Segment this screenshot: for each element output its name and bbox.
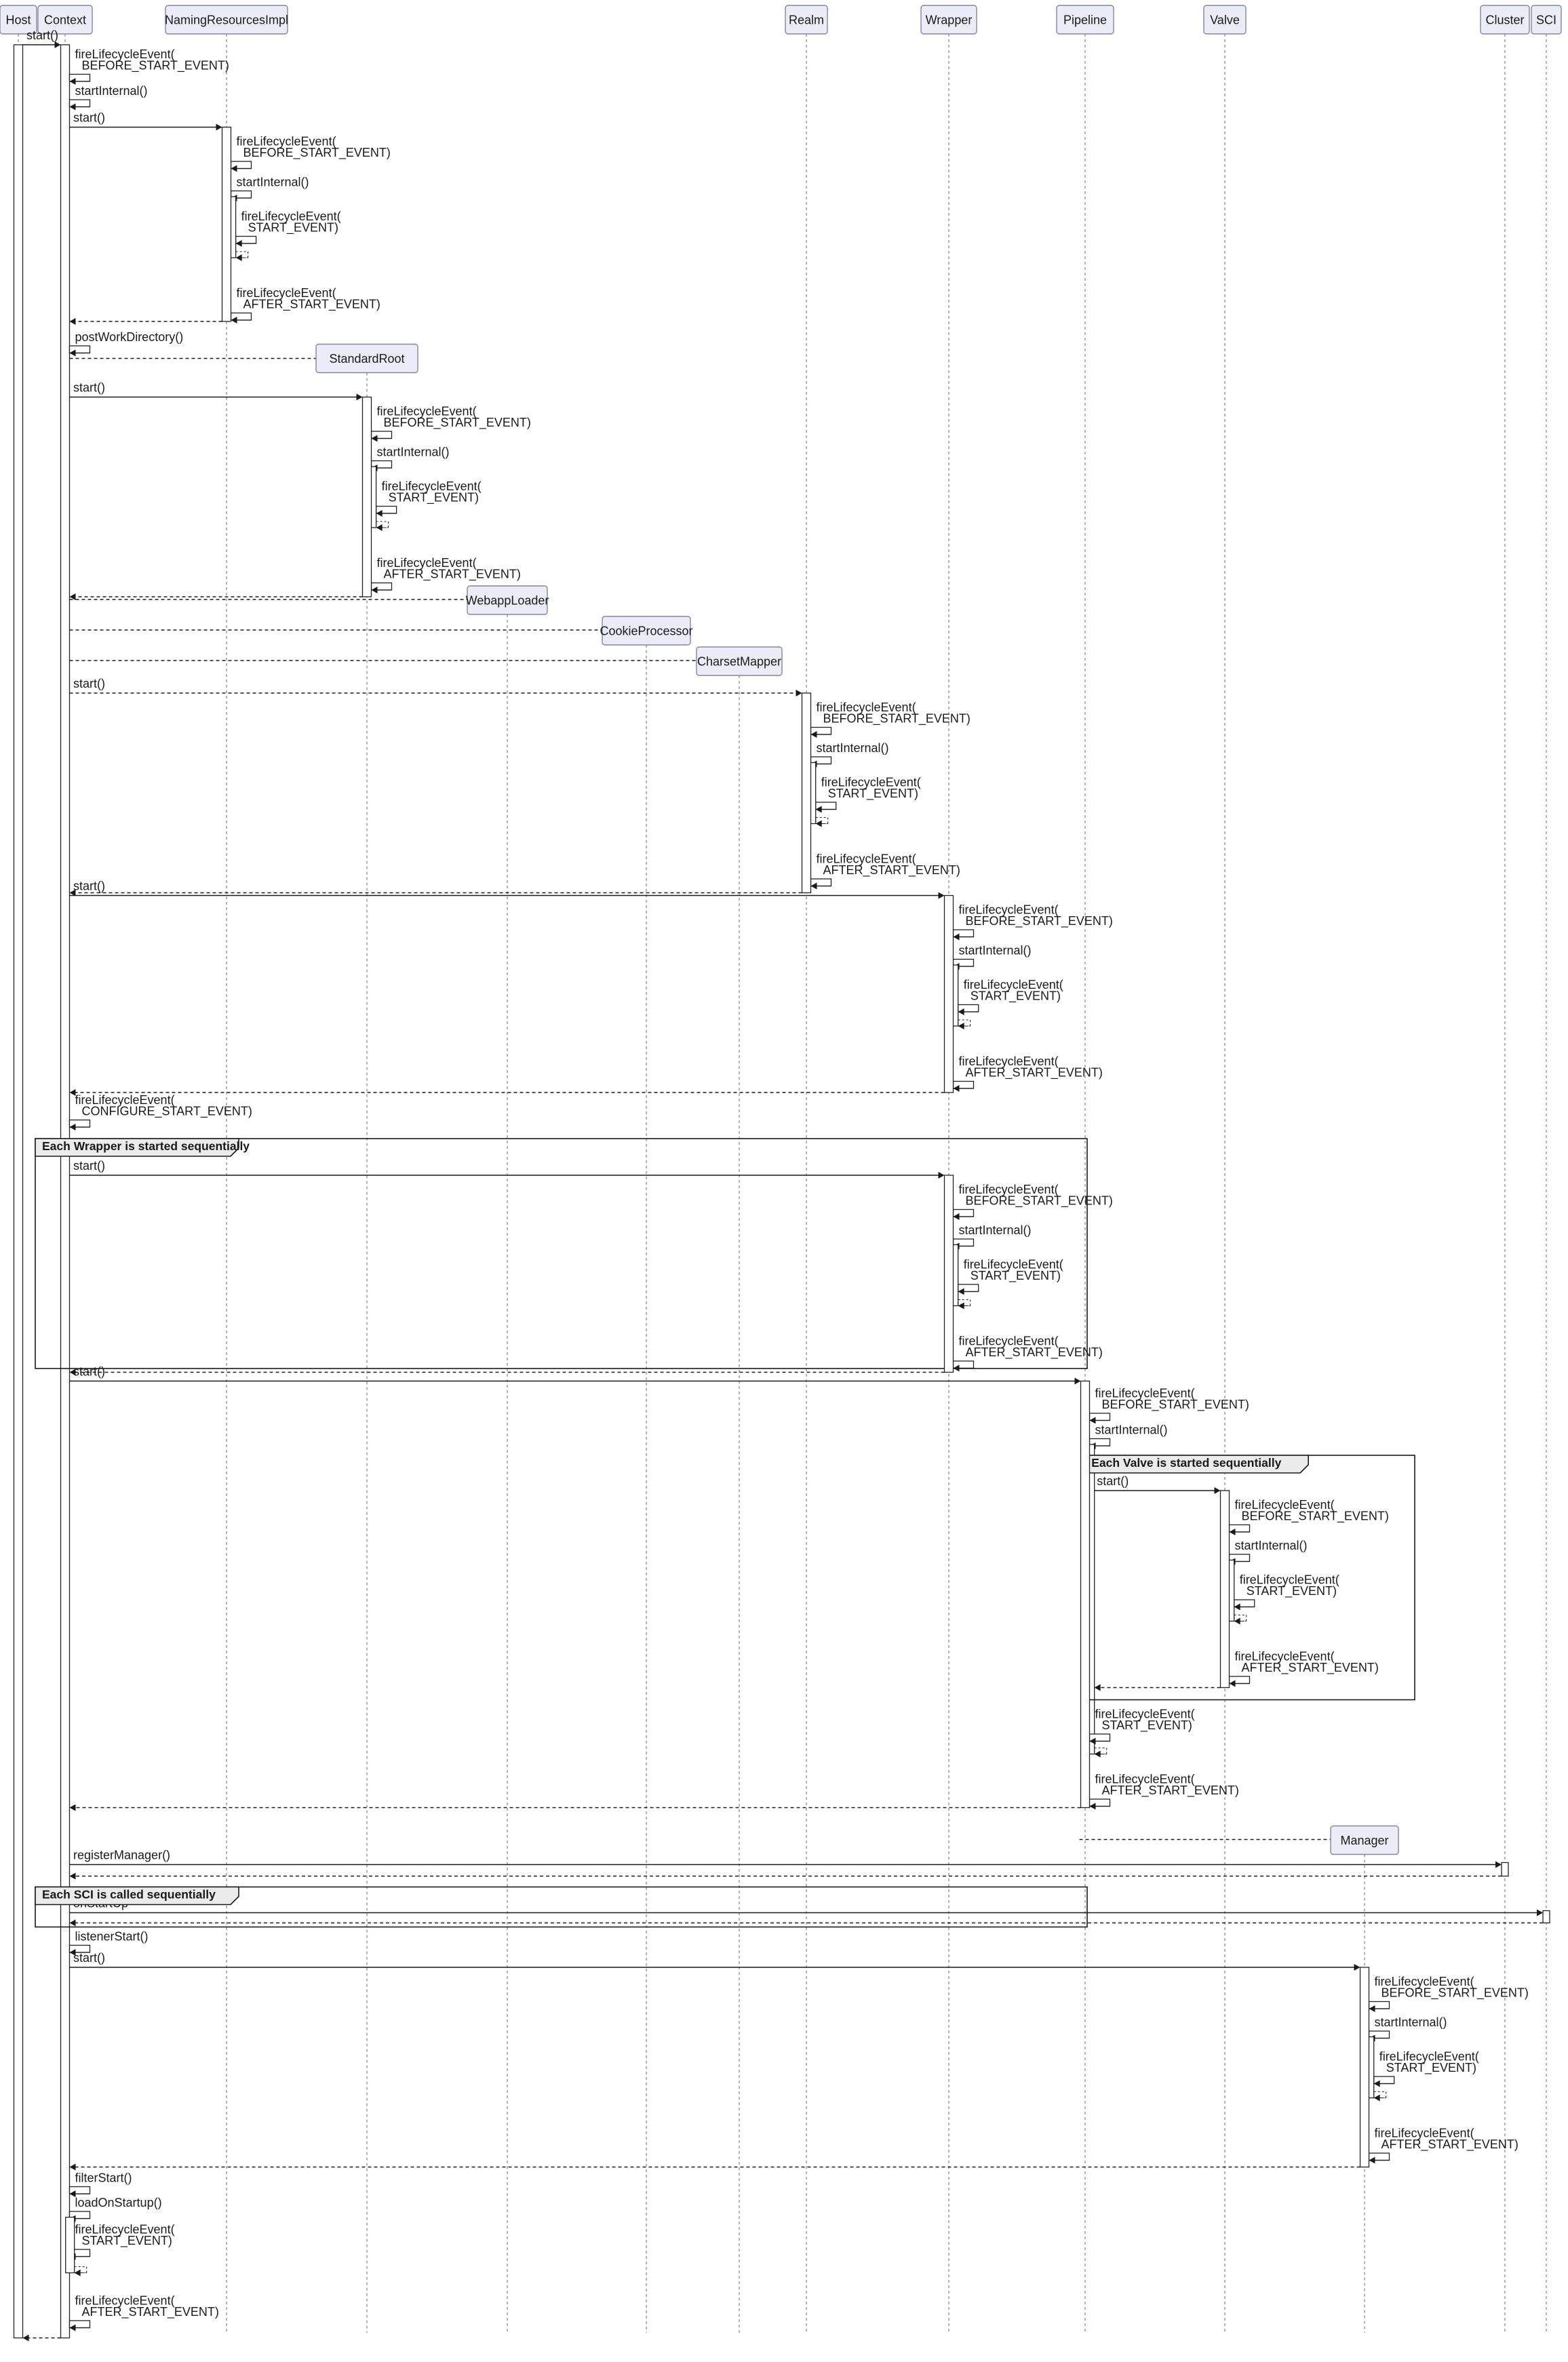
svg-text:Realm: Realm xyxy=(789,14,824,27)
svg-text:START_EVENT): START_EVENT) xyxy=(1102,1718,1192,1733)
svg-text:WebappLoader: WebappLoader xyxy=(466,594,549,608)
svg-text:startInternal(): startInternal() xyxy=(817,741,889,755)
svg-text:start(): start() xyxy=(73,1159,105,1173)
svg-text:SCI: SCI xyxy=(1536,14,1556,27)
svg-text:Context: Context xyxy=(44,14,86,27)
svg-text:start(): start() xyxy=(73,677,105,690)
svg-text:startInternal(): startInternal() xyxy=(959,1223,1032,1237)
svg-text:start(): start() xyxy=(73,1365,105,1379)
svg-text:start(): start() xyxy=(73,381,105,395)
svg-text:START_EVENT): START_EVENT) xyxy=(1247,1584,1337,1598)
svg-text:Pipeline: Pipeline xyxy=(1063,14,1107,27)
svg-text:BEFORE_START_EVENT): BEFORE_START_EVENT) xyxy=(823,712,971,726)
svg-text:Valve: Valve xyxy=(1210,14,1240,27)
svg-text:CookieProcessor: CookieProcessor xyxy=(600,625,692,638)
svg-text:Wrapper: Wrapper xyxy=(926,14,973,27)
svg-text:listenerStart(): listenerStart() xyxy=(75,1930,149,1944)
svg-text:START_EVENT): START_EVENT) xyxy=(389,491,479,505)
svg-text:start(): start() xyxy=(73,1951,105,1965)
svg-text:AFTER_START_EVENT): AFTER_START_EVENT) xyxy=(966,1066,1103,1080)
svg-text:BEFORE_START_EVENT): BEFORE_START_EVENT) xyxy=(384,416,531,430)
svg-text:START_EVENT): START_EVENT) xyxy=(828,787,918,801)
svg-text:start(): start() xyxy=(73,111,105,125)
svg-text:CharsetMapper: CharsetMapper xyxy=(697,655,781,669)
svg-text:BEFORE_START_EVENT): BEFORE_START_EVENT) xyxy=(1102,1398,1249,1412)
svg-text:AFTER_START_EVENT): AFTER_START_EVENT) xyxy=(966,1345,1103,1360)
svg-text:BEFORE_START_EVENT): BEFORE_START_EVENT) xyxy=(1242,1510,1389,1524)
svg-text:Each SCI is called sequentiall: Each SCI is called sequentially xyxy=(42,1888,216,1902)
svg-text:Host: Host xyxy=(5,14,31,27)
svg-text:CONFIGURE_START_EVENT): CONFIGURE_START_EVENT) xyxy=(82,1105,252,1119)
svg-text:startInternal(): startInternal() xyxy=(959,944,1032,958)
svg-text:BEFORE_START_EVENT): BEFORE_START_EVENT) xyxy=(82,59,229,73)
svg-text:registerManager(): registerManager() xyxy=(73,1849,170,1862)
svg-text:BEFORE_START_EVENT): BEFORE_START_EVENT) xyxy=(966,1194,1113,1208)
svg-text:AFTER_START_EVENT): AFTER_START_EVENT) xyxy=(243,298,380,312)
svg-text:Each Wrapper is started sequen: Each Wrapper is started sequentially xyxy=(42,1139,250,1153)
svg-text:AFTER_START_EVENT): AFTER_START_EVENT) xyxy=(82,2305,219,2319)
svg-text:filterStart(): filterStart() xyxy=(75,2171,132,2185)
svg-text:startInternal(): startInternal() xyxy=(1375,2015,1447,2029)
svg-text:BEFORE_START_EVENT): BEFORE_START_EVENT) xyxy=(966,914,1113,928)
svg-text:loadOnStartup(): loadOnStartup() xyxy=(75,2196,162,2209)
svg-text:startInternal(): startInternal() xyxy=(1095,1423,1168,1437)
svg-text:AFTER_START_EVENT): AFTER_START_EVENT) xyxy=(1242,1661,1379,1675)
svg-text:BEFORE_START_EVENT): BEFORE_START_EVENT) xyxy=(1381,1986,1529,2001)
svg-text:Each Valve is started sequenti: Each Valve is started sequentially xyxy=(1091,1456,1281,1470)
svg-text:START_EVENT): START_EVENT) xyxy=(971,989,1061,1004)
svg-text:NamingResourcesImpl: NamingResourcesImpl xyxy=(165,14,288,27)
svg-text:Manager: Manager xyxy=(1340,1834,1388,1847)
svg-text:startInternal(): startInternal() xyxy=(377,446,450,459)
svg-text:AFTER_START_EVENT): AFTER_START_EVENT) xyxy=(823,863,960,878)
svg-text:StandardRoot: StandardRoot xyxy=(329,352,404,366)
svg-text:AFTER_START_EVENT): AFTER_START_EVENT) xyxy=(1102,1784,1239,1798)
svg-text:BEFORE_START_EVENT): BEFORE_START_EVENT) xyxy=(243,146,391,160)
svg-text:START_EVENT): START_EVENT) xyxy=(1386,2061,1476,2075)
svg-text:AFTER_START_EVENT): AFTER_START_EVENT) xyxy=(384,568,521,582)
svg-text:postWorkDirectory(): postWorkDirectory() xyxy=(75,330,184,344)
svg-text:startInternal(): startInternal() xyxy=(75,84,148,98)
svg-text:start(): start() xyxy=(73,880,105,893)
svg-text:startInternal(): startInternal() xyxy=(237,176,309,189)
svg-text:Cluster: Cluster xyxy=(1485,14,1524,27)
svg-text:START_EVENT): START_EVENT) xyxy=(82,2234,172,2248)
svg-text:start(): start() xyxy=(26,28,58,42)
svg-text:START_EVENT): START_EVENT) xyxy=(248,221,338,235)
svg-text:AFTER_START_EVENT): AFTER_START_EVENT) xyxy=(1381,2138,1518,2152)
svg-text:startInternal(): startInternal() xyxy=(1235,1539,1308,1552)
svg-text:START_EVENT): START_EVENT) xyxy=(971,1269,1061,1283)
svg-text:start(): start() xyxy=(1097,1474,1129,1488)
